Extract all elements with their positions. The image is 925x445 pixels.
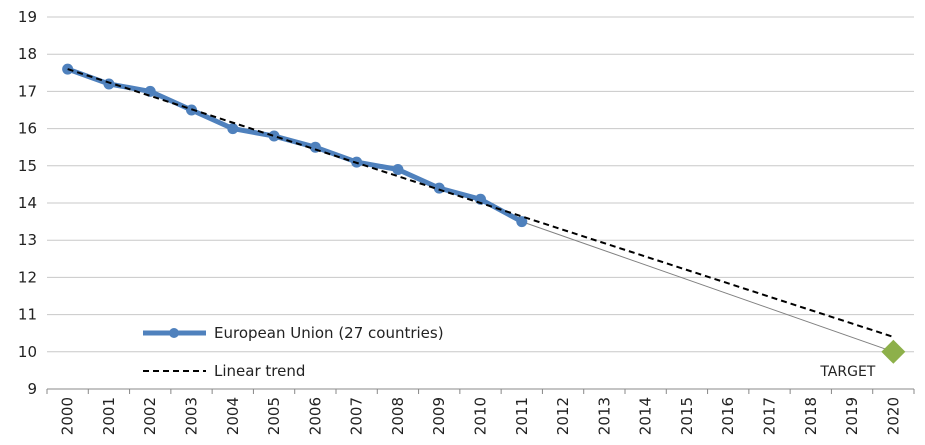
x-tick-label: 2001	[100, 397, 118, 435]
y-tick-label: 14	[18, 194, 37, 212]
legend-label-european-union: European Union (27 countries)	[214, 324, 444, 342]
x-tick-label: 2010	[472, 397, 490, 435]
legend: European Union (27 countries) Linear tren…	[143, 324, 444, 380]
x-tick-label: 2009	[430, 397, 448, 435]
data-point-european-union	[516, 216, 528, 228]
x-tick-label: 2013	[595, 397, 613, 435]
x-tick-label: 2004	[224, 397, 242, 435]
data-point-european-union	[268, 130, 280, 142]
x-tick-label: 2019	[843, 397, 861, 435]
data-point-european-union	[103, 78, 115, 90]
y-tick-label: 11	[18, 306, 37, 324]
x-tick-label: 2008	[389, 397, 407, 435]
x-tick-label: 2020	[884, 397, 902, 435]
series-line-european-union	[66, 66, 523, 224]
y-tick-label: 15	[18, 157, 37, 175]
y-tick-label: 18	[18, 45, 37, 63]
y-tick-label: 12	[18, 268, 37, 286]
x-tick-label: 2015	[678, 397, 696, 435]
x-tick-label: 2018	[802, 397, 820, 435]
legend-marker-european-union	[169, 328, 179, 338]
x-tick-label: 2000	[59, 397, 77, 435]
x-tick-label: 2014	[637, 397, 655, 435]
x-tick-label: 2012	[554, 397, 572, 435]
target-label: TARGET	[819, 364, 875, 380]
data-point-european-union	[433, 182, 445, 194]
y-axis-tick-labels: 9 10 11 12 13 14 15 16 17 18 19	[18, 8, 37, 398]
x-tick-label: 2011	[513, 397, 531, 435]
y-tick-label: 9	[27, 380, 37, 398]
legend-label-linear-trend: Linear trend	[214, 362, 305, 380]
x-tick-label: 2002	[141, 397, 159, 435]
x-tick-label: 2007	[348, 397, 366, 435]
x-axis-tick-labels: 2000 2001 2002 2003 2004 2005 2006 2007 2008 2009…	[46, 389, 915, 435]
series-line-linear-trend	[67, 68, 894, 338]
y-tick-label: 16	[18, 120, 37, 138]
y-tick-label: 13	[18, 231, 37, 249]
x-tick-label: 2006	[306, 397, 324, 435]
target-marker	[881, 339, 906, 364]
series-layer: TARGET	[62, 63, 906, 380]
x-tick-label: 2005	[265, 397, 283, 435]
y-tick-label: 17	[18, 82, 37, 100]
y-tick-label: 10	[18, 343, 37, 361]
x-tick-label: 2017	[761, 397, 779, 435]
data-point-european-union	[392, 164, 404, 176]
x-tick-label: 2016	[719, 397, 737, 435]
x-tick-label: 2003	[183, 397, 201, 435]
data-point-european-union	[227, 123, 239, 135]
y-tick-label: 19	[18, 8, 37, 26]
target-projection-line	[521, 221, 894, 353]
